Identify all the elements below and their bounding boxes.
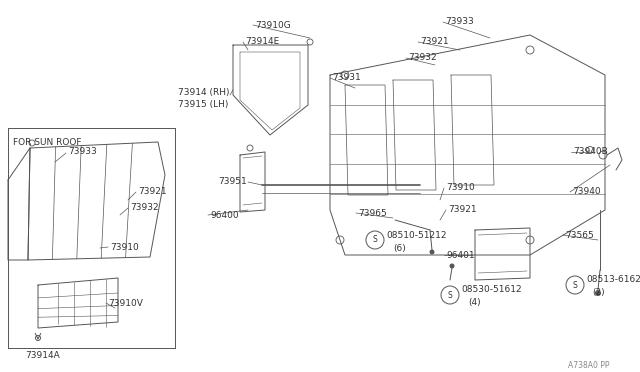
Text: 73914E: 73914E (245, 38, 279, 46)
Text: S: S (372, 235, 378, 244)
Circle shape (430, 250, 434, 254)
Text: 73940B: 73940B (573, 148, 608, 157)
Text: 73921: 73921 (420, 38, 449, 46)
Text: 73910: 73910 (446, 183, 475, 192)
Text: 73914A: 73914A (25, 350, 60, 359)
Text: 73910G: 73910G (255, 20, 291, 29)
Text: 73932: 73932 (130, 203, 159, 212)
Text: 73933: 73933 (445, 17, 474, 26)
Text: A738A0 PP: A738A0 PP (568, 360, 610, 369)
Text: 73931: 73931 (332, 74, 361, 83)
Text: 73565: 73565 (565, 231, 594, 240)
Text: 08513-61623: 08513-61623 (586, 276, 640, 285)
Circle shape (441, 286, 459, 304)
Text: 96401: 96401 (446, 250, 475, 260)
Text: 73933: 73933 (68, 148, 97, 157)
Circle shape (566, 276, 584, 294)
Text: FOR SUN ROOF: FOR SUN ROOF (13, 138, 81, 147)
Circle shape (595, 291, 600, 295)
Text: 96400: 96400 (210, 211, 239, 219)
Text: 73910: 73910 (110, 243, 139, 251)
Text: 73965: 73965 (358, 208, 387, 218)
Text: (4): (4) (468, 298, 481, 308)
Text: 08510-51212: 08510-51212 (386, 231, 447, 240)
Text: (2): (2) (592, 289, 605, 298)
Circle shape (450, 264, 454, 268)
Text: S: S (573, 280, 577, 289)
Text: 73921: 73921 (138, 187, 166, 196)
Text: 73910V: 73910V (108, 298, 143, 308)
Text: 08530-51612: 08530-51612 (461, 285, 522, 295)
Text: 73951: 73951 (218, 177, 247, 186)
Text: 73914 (RH): 73914 (RH) (178, 87, 230, 96)
Text: (6): (6) (393, 244, 406, 253)
Text: 73921: 73921 (448, 205, 477, 215)
Text: 73940: 73940 (572, 187, 600, 196)
Text: 73932: 73932 (408, 54, 436, 62)
Text: S: S (447, 291, 452, 299)
Text: 73915 (LH): 73915 (LH) (178, 100, 228, 109)
Circle shape (366, 231, 384, 249)
